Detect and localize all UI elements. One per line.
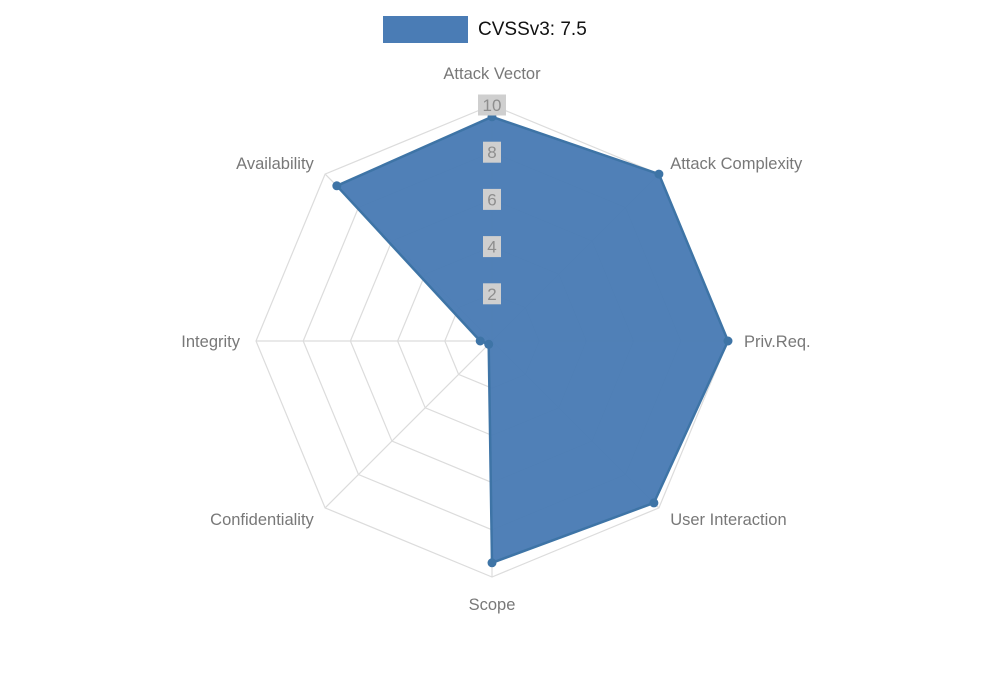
data-point [654,169,664,179]
angle-line [324,340,493,509]
tick-label: 8 [487,143,496,162]
data-point [487,558,497,568]
tick-label: 2 [487,285,496,304]
legend-item[interactable]: CVSSv3: 7.5 [383,16,587,43]
tick-backdrop [483,236,501,258]
axis-label-availability: Availability [236,155,314,173]
axis-label-priv-req-: Priv.Req. [744,333,811,351]
axis-label-confidentiality: Confidentiality [210,511,314,529]
tick-backdrop [478,94,506,116]
tick-backdrop [483,141,501,163]
legend-swatch [383,16,468,43]
axis-label-scope: Scope [469,596,516,614]
data-point [484,339,494,349]
series-polygon [335,115,730,565]
tick-backdrop [483,188,501,210]
axis-label-attack-vector: Attack Vector [443,65,541,83]
tick-backdrop [483,283,501,305]
tick-label: 6 [487,190,496,209]
data-point [332,181,342,191]
axis-label-integrity: Integrity [181,333,240,351]
legend-label: CVSSv3: 7.5 [478,18,587,40]
data-point [723,336,733,346]
data-point [649,498,659,508]
data-point [475,336,485,346]
tick-label: 4 [487,238,496,257]
axis-label-user-interaction: User Interaction [670,511,786,529]
tick-label: 10 [483,96,502,115]
axis-label-attack-complexity: Attack Complexity [670,155,803,173]
